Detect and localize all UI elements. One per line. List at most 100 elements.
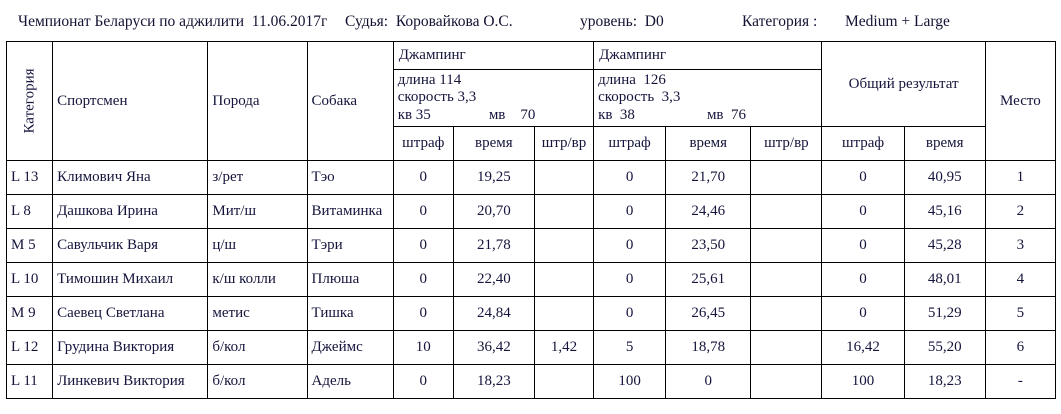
total-time-cell: 51,29 — [903, 296, 986, 331]
jumping2-penalty-time-cell — [750, 262, 823, 297]
breed-cell: б/кол — [207, 330, 308, 365]
jumping1-penalty-time-header: штр/вр — [533, 126, 595, 161]
dog-cell: Тэо — [306, 160, 394, 195]
athlete-cell: Савульчик Варя — [52, 228, 209, 263]
jumping1-kv-mv: кв 35 мв 70 — [398, 107, 589, 125]
place-cell: 5 — [984, 296, 1057, 331]
category-column-header: Категория — [5, 41, 54, 161]
breed-cell: к/ш колли — [207, 262, 308, 297]
jumping1-penalty-time-cell: 1,42 — [533, 330, 595, 365]
jumping1-penalty-cell: 0 — [392, 194, 454, 229]
category-cell: L 8 — [5, 194, 54, 229]
jumping1-penalty-time-cell — [533, 296, 595, 331]
jumping1-penalty-cell: 0 — [392, 160, 454, 195]
total-time-cell: 55,20 — [903, 330, 986, 365]
jumping1-penalty-time-cell — [533, 228, 595, 263]
jumping2-time-cell: 24,46 — [665, 194, 752, 229]
total-penalty-cell: 0 — [821, 262, 905, 297]
jumping2-length: длина 126 — [598, 71, 666, 88]
jumping1-time-cell: 24,84 — [452, 296, 535, 331]
total-time-cell: 45,28 — [903, 228, 986, 263]
jumping1-speed: скорость 3,3 — [397, 89, 477, 106]
jumping1-time-cell: 20,70 — [452, 194, 535, 229]
dog-cell: Тэри — [306, 228, 394, 263]
document-header: Чемпионат Беларуси по аджилити 11.06.201… — [0, 0, 1061, 41]
jumping1-penalty-cell: 10 — [392, 330, 454, 365]
jumping2-kv: кв 38 — [598, 106, 635, 123]
table-row: L 12 Грудина Виктория б/кол Джеймс 10 36,42 1,… — [5, 330, 1057, 365]
breed-cell: ц/ш — [207, 228, 308, 263]
category-column-header-label: Категория — [21, 68, 38, 134]
jumping2-penalty-time-cell — [750, 228, 823, 263]
total-penalty-cell: 16,42 — [821, 330, 905, 365]
place-cell: 6 — [984, 330, 1057, 365]
jumping1-penalty-time-cell — [533, 262, 595, 297]
jumping1-penalty-cell: 0 — [392, 364, 454, 399]
category-cell: M 5 — [5, 228, 54, 263]
jumping2-penalty-time-cell — [750, 194, 823, 229]
total-time-header: время — [903, 126, 986, 161]
jumping2-penalty-time-cell — [750, 364, 823, 399]
jumping1-penalty-time-cell — [533, 364, 595, 399]
category-cell: L 11 — [5, 364, 54, 399]
category-cell: L 13 — [5, 160, 54, 195]
athlete-cell: Тимошин Михаил — [52, 262, 209, 297]
dog-cell: Адель — [306, 364, 394, 399]
jumping1-header: Джампинг — [392, 41, 595, 70]
jumping2-penalty-cell: 0 — [593, 228, 667, 263]
place-cell: 2 — [984, 194, 1057, 229]
jumping1-penalty-cell: 0 — [392, 262, 454, 297]
jumping1-time-cell: 36,42 — [452, 330, 535, 365]
athlete-cell: Грудина Виктория — [52, 330, 209, 365]
jumping2-penalty-cell: 0 — [593, 194, 667, 229]
jumping1-time-cell: 18,23 — [452, 364, 535, 399]
jumping2-time-cell: 26,45 — [665, 296, 752, 331]
jumping1-penalty-time-cell — [533, 160, 595, 195]
jumping2-penalty-cell: 100 — [593, 364, 667, 399]
table-row: L 13 Климович Яна з/рет Тэо 0 19,25 0 21,70 0 40,… — [5, 160, 1057, 195]
athlete-cell: Линкевич Виктория — [52, 364, 209, 399]
table-row: L 8 Дашкова Ирина Мит/ш Витаминка 0 20,70 0 24,… — [5, 194, 1057, 229]
dog-cell: Джеймс — [306, 330, 394, 365]
total-penalty-cell: 0 — [821, 296, 905, 331]
category-label: Категория : — [742, 13, 818, 30]
jumping2-kv-mv: кв 38 мв 76 — [598, 107, 817, 125]
total-penalty-cell: 0 — [821, 160, 905, 195]
athlete-cell: Дашкова Ирина — [52, 194, 209, 229]
jumping2-header: Джампинг — [593, 41, 823, 70]
jumping2-course-info: длина 126 скорость 3,3 кв 38 мв 76 — [593, 69, 823, 127]
jumping1-length: длина 114 — [397, 71, 462, 88]
results-table: Категория Спортсмен Порода Собака Джампи… — [5, 41, 1057, 399]
jumping2-penalty-time-cell — [750, 296, 823, 331]
jumping1-penalty-time-cell — [533, 194, 595, 229]
category-value: Medium + Large — [845, 13, 950, 30]
jumping2-penalty-header: штраф — [593, 126, 667, 161]
jumping2-penalty-cell: 0 — [593, 262, 667, 297]
level-value: уровень: D0 — [580, 13, 664, 30]
jumping1-penalty-cell: 0 — [392, 228, 454, 263]
jumping2-penalty-time-cell — [750, 330, 823, 365]
table-row: L 11 Линкевич Виктория б/кол Адель 0 18,23 100… — [5, 364, 1057, 399]
athlete-cell: Климович Яна — [52, 160, 209, 195]
jumping2-penalty-time-header: штр/вр — [750, 126, 823, 161]
judge-name: Судья: Коровайкова О.С. — [345, 13, 513, 30]
category-cell: L 12 — [5, 330, 54, 365]
jumping1-penalty-header: штраф — [392, 126, 454, 161]
jumping1-penalty-cell: 0 — [392, 296, 454, 331]
dog-column-header: Собака — [306, 41, 394, 161]
jumping2-time-cell: 21,70 — [665, 160, 752, 195]
total-penalty-cell: 0 — [821, 228, 905, 263]
place-cell: 1 — [984, 160, 1057, 195]
jumping2-time-cell: 23,50 — [665, 228, 752, 263]
dog-cell: Тишка — [306, 296, 394, 331]
jumping2-penalty-cell: 5 — [593, 330, 667, 365]
jumping1-kv: кв 35 — [397, 106, 431, 123]
athlete-column-header: Спортсмен — [52, 41, 209, 161]
total-time-cell: 45,16 — [903, 194, 986, 229]
jumping1-course-info: длина 114 скорость 3,3 кв 35 мв 70 — [392, 69, 595, 127]
jumping2-speed: скорость 3,3 — [598, 89, 681, 106]
total-penalty-header: штраф — [821, 126, 905, 161]
total-result-header: Общий результат — [821, 41, 986, 127]
jumping1-time-cell: 19,25 — [452, 160, 535, 195]
